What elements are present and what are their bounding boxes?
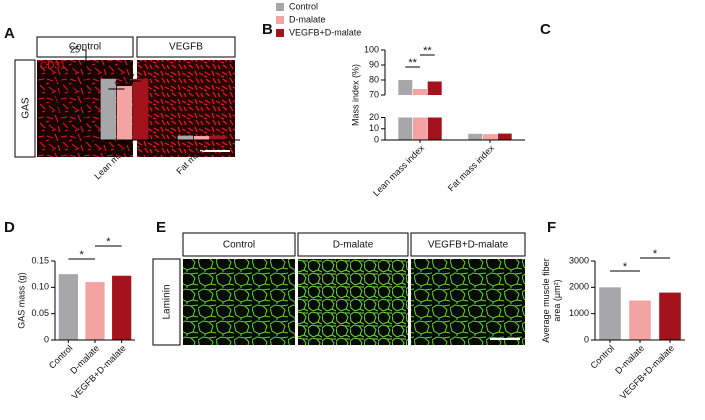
bar [209, 135, 226, 140]
significance-mark: * [130, 71, 135, 83]
bar [58, 274, 78, 340]
header-box [297, 232, 409, 257]
significance-mark: * [80, 249, 85, 261]
y-tick-label: 70 [369, 89, 379, 99]
panel-label: B [262, 21, 273, 38]
row-label: Laminin [162, 284, 173, 319]
row-box [14, 59, 36, 158]
column-label: Control [69, 42, 101, 53]
micrograph [411, 259, 525, 345]
y-tick-label: 0.15 [31, 255, 49, 265]
micrograph [183, 259, 295, 345]
panel-label: C [540, 21, 551, 38]
x-tick-label: Control [589, 343, 617, 371]
bar [629, 300, 651, 340]
column-label: VEGFB+D-malate [428, 240, 509, 251]
bar [112, 275, 132, 340]
y-tick-label: 2000 [569, 282, 589, 292]
axis-break [379, 95, 527, 118]
column-label: Control [223, 240, 255, 251]
header-box [410, 232, 526, 257]
legend-swatch [276, 3, 284, 11]
y-tick-label: 3000 [569, 255, 589, 265]
x-tick-label: Fat mass index [446, 143, 497, 194]
significance-mark: * [623, 261, 628, 273]
y-axis-label: GAS mass (g) [16, 272, 26, 329]
significance-mark: ** [408, 57, 417, 69]
y-tick-label: 10 [369, 123, 379, 133]
y-axis-label: Mass (g) [52, 77, 62, 112]
y-axis-label: Average muscle fiber [541, 258, 551, 342]
bar [132, 78, 149, 140]
y-tick-label: 25 [70, 44, 80, 54]
bar [193, 136, 210, 140]
panel-e [152, 232, 526, 346]
legend-label: D-malate [289, 14, 326, 24]
y-tick-label: 0.10 [31, 282, 49, 292]
bar [497, 133, 512, 140]
y-axis-label: Mass index (%) [350, 64, 360, 126]
legend-label: VEGFB+D-malate [289, 27, 361, 37]
bar [85, 282, 105, 340]
bar [659, 292, 681, 340]
panel-a [14, 36, 236, 158]
header-box [136, 36, 236, 58]
significance-mark: ** [423, 45, 432, 57]
stain-label: CD31 [40, 61, 66, 72]
bar [177, 135, 194, 140]
y-tick-label: 0 [374, 134, 379, 144]
y-tick-label: 100 [364, 44, 379, 54]
y-tick-label: 0 [584, 334, 589, 344]
y-tick-label: 80 [369, 74, 379, 84]
bar [468, 133, 483, 140]
y-tick-label: 90 [369, 59, 379, 69]
significance-mark: * [106, 236, 111, 248]
y-tick-label: 1000 [569, 308, 589, 318]
micrograph [137, 60, 235, 157]
row-label: GAS [21, 97, 32, 118]
row-box [152, 258, 181, 346]
panel-label: D [4, 219, 15, 236]
significance-mark: * [653, 248, 658, 260]
y-tick-label: 20 [70, 62, 80, 72]
bar [116, 86, 133, 140]
y-tick-label: 5 [75, 116, 80, 126]
header-box [182, 232, 296, 257]
y-axis-label: area (μm²) [552, 279, 562, 321]
y-tick-label: 20 [369, 112, 379, 122]
legend-swatch [276, 16, 284, 24]
y-tick-label: 0 [75, 134, 80, 144]
bar [599, 287, 621, 340]
legend-swatch [276, 29, 284, 37]
legend-label: Control [289, 1, 318, 11]
column-label: D-malate [333, 240, 374, 251]
y-tick-label: 15 [70, 80, 80, 90]
panel-label: E [156, 219, 166, 236]
panel-label: A [4, 25, 15, 42]
x-tick-label: Lean mass index [371, 143, 427, 199]
y-tick-label: 0.05 [31, 308, 49, 318]
x-tick-label: VEGFB+D-malate [618, 343, 676, 401]
micrograph [298, 259, 408, 345]
header-box [36, 36, 134, 58]
y-tick-label: 0 [44, 334, 49, 344]
bar [483, 134, 497, 140]
bar [100, 78, 117, 140]
column-label: VEGFB [169, 42, 203, 53]
y-tick-label: 10 [70, 98, 80, 108]
significance-mark: * [114, 79, 119, 91]
panel-label: F [547, 219, 556, 236]
